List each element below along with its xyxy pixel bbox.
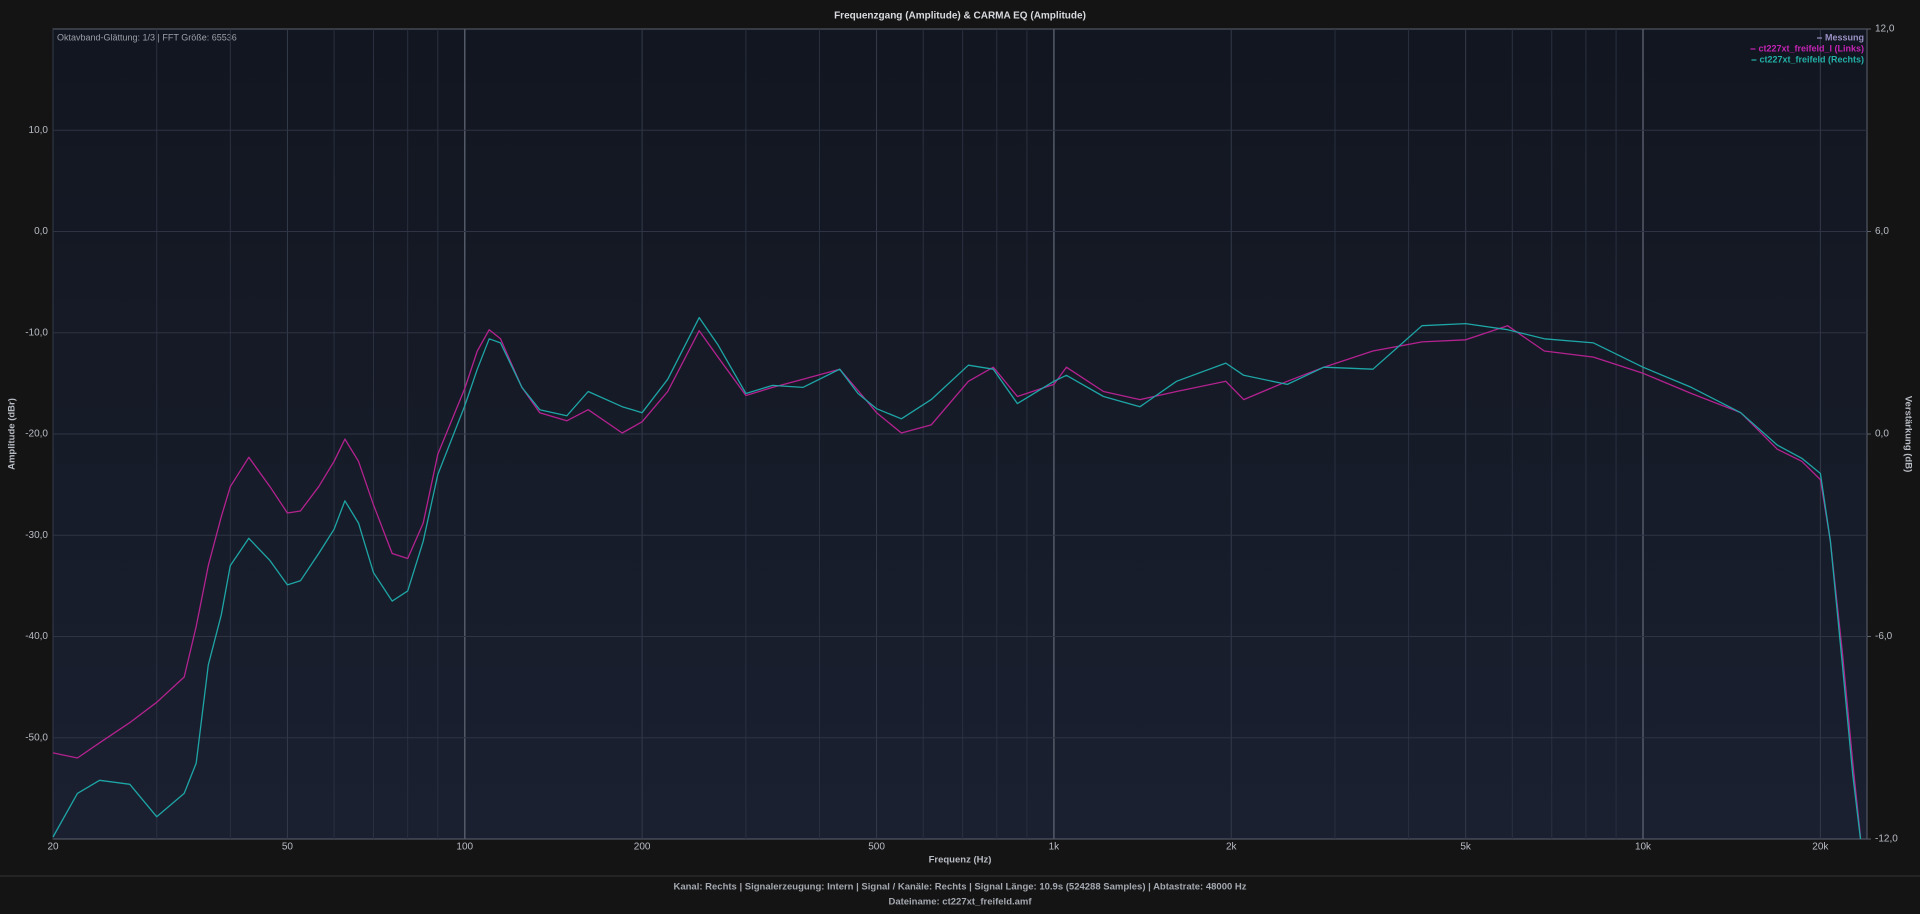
legend-label: ct227xt_freifeld_l (Links) xyxy=(1758,43,1864,53)
x-tick-label: 5k xyxy=(1460,842,1472,853)
y-tick-label: -40,0 xyxy=(25,631,48,642)
y-tick-label: 10,0 xyxy=(29,125,49,136)
x-tick-label: 2k xyxy=(1226,842,1238,853)
footer-line: Kanal: Rechts | Signalerzeugung: Intern … xyxy=(673,882,1246,893)
x-tick-label: 20 xyxy=(47,842,59,853)
legend-label: ct227xt_freifeld (Rechts) xyxy=(1759,54,1864,64)
x-tick-label: 200 xyxy=(634,842,651,853)
y2-tick-label: -6,0 xyxy=(1875,631,1893,642)
y-tick-label: -50,0 xyxy=(25,732,48,743)
annotation: Oktavband-Glättung: 1/3 | FFT Größe: 655… xyxy=(57,32,237,42)
x-tick-label: 10k xyxy=(1635,842,1652,853)
x-tick-label: 50 xyxy=(282,842,294,853)
footer-line: Dateiname: ct227xt_freifeld.amf xyxy=(888,897,1032,908)
series-line xyxy=(52,316,1862,840)
y-tick-label: 0,0 xyxy=(34,226,48,237)
y-tick-label: -20,0 xyxy=(25,429,48,440)
chart-title: Frequenzgang (Amplitude) & CARMA EQ (Amp… xyxy=(834,11,1086,22)
y-tick-label: -30,0 xyxy=(25,530,48,541)
y2-tick-label: 0,0 xyxy=(1875,429,1889,440)
y2-tick-label: -12,0 xyxy=(1875,834,1898,845)
y2-tick-label: 12,0 xyxy=(1875,24,1895,35)
y-axis-label: Amplitude (dBr) xyxy=(7,398,18,470)
y2-axis-label: Verstärkung (dB) xyxy=(1902,396,1913,473)
legend-label: Messung xyxy=(1825,32,1864,42)
x-axis-label: Frequenz (Hz) xyxy=(929,855,992,866)
series-line xyxy=(52,325,1862,838)
x-tick-label: 100 xyxy=(456,842,473,853)
y-tick-label: -10,0 xyxy=(25,327,48,338)
x-tick-label: 20k xyxy=(1812,842,1829,853)
x-tick-label: 500 xyxy=(868,842,885,853)
x-tick-label: 1k xyxy=(1049,842,1061,853)
y2-tick-label: 6,0 xyxy=(1875,226,1889,237)
